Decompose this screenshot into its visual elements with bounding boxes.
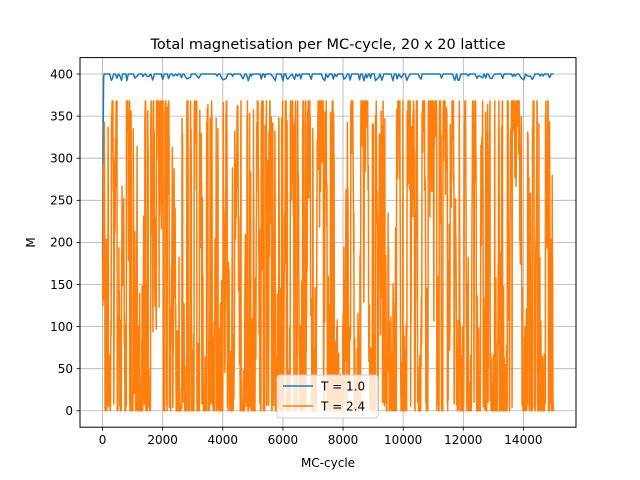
y-tick-label: 250 <box>50 194 73 208</box>
x-tick-label: 6000 <box>268 433 299 447</box>
legend: T = 1.0 T = 2.4 <box>276 374 379 419</box>
y-tick-label: 150 <box>50 278 73 292</box>
x-tick-label: 10000 <box>384 433 422 447</box>
y-tick-label: 50 <box>58 362 73 376</box>
plot-area <box>101 73 555 412</box>
y-axis-label: M <box>24 237 38 247</box>
series-line-t-1-0 <box>101 73 554 260</box>
x-tick-label: 14000 <box>504 433 542 447</box>
x-tick-label: 4000 <box>208 433 239 447</box>
x-axis-label: MC-cycle <box>301 456 355 470</box>
y-tick-label: 300 <box>50 152 73 166</box>
x-tick-label: 2000 <box>147 433 178 447</box>
series-line-t-2-4 <box>101 100 555 412</box>
axis-ticks: 0 2000 4000 6000 8000 10000 12000 14000 0 50 100 15… <box>50 67 542 447</box>
y-tick-label: 350 <box>50 109 73 123</box>
y-tick-label: 400 <box>50 67 73 81</box>
x-tick-label: 0 <box>99 433 107 447</box>
y-tick-label: 100 <box>50 320 73 334</box>
y-tick-label: 0 <box>65 404 73 418</box>
x-tick-label: 8000 <box>328 433 359 447</box>
chart-title: Total magnetisation per MC-cycle, 20 x 2… <box>149 37 505 53</box>
legend-label-series-2: T = 2.4 <box>320 400 365 414</box>
y-tick-label: 200 <box>50 236 73 250</box>
x-tick-label: 12000 <box>444 433 482 447</box>
legend-label-series-1: T = 1.0 <box>320 380 365 394</box>
